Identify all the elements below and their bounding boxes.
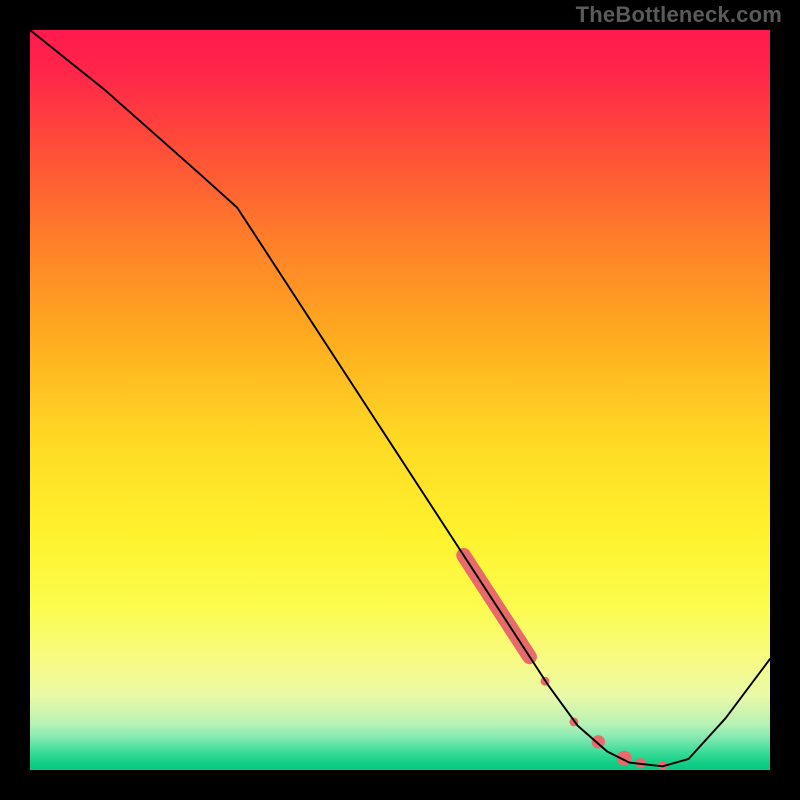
gradient-background [30,30,770,770]
chart-frame: TheBottleneck.com [0,0,800,800]
plot-area [30,30,770,770]
chart-svg [30,30,770,770]
watermark-text: TheBottleneck.com [576,2,782,28]
